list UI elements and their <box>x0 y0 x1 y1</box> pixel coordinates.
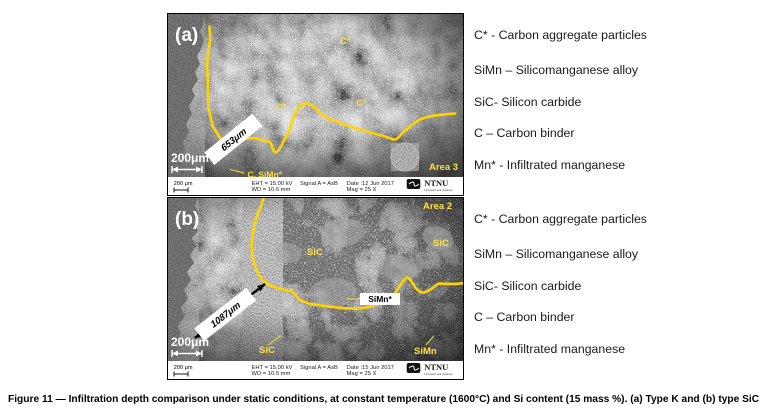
svg-text:WD = 10.5 mm: WD = 10.5 mm <box>252 371 291 377</box>
svg-text:(a): (a) <box>175 25 198 46</box>
svg-text:WD = 10.6 mm: WD = 10.6 mm <box>252 187 291 193</box>
svg-text:Mag = 25 X: Mag = 25 X <box>347 187 377 193</box>
svg-text:200μm: 200μm <box>171 151 209 165</box>
svg-text:(b): (b) <box>175 209 199 230</box>
svg-text:Mag = 25 X: Mag = 25 X <box>347 371 377 377</box>
svg-text:Innovation and Creativity: Innovation and Creativity <box>424 188 453 192</box>
svg-text:NTNU: NTNU <box>424 178 448 188</box>
svg-text:200 μm: 200 μm <box>174 181 193 187</box>
svg-text:Area 3: Area 3 <box>429 162 458 173</box>
svg-text:C*: C* <box>356 98 367 109</box>
svg-text:200μm: 200μm <box>171 335 209 349</box>
svg-text:Signal A = AsB: Signal A = AsB <box>300 181 338 187</box>
svg-text:C*: C* <box>340 36 351 47</box>
svg-text:Area 2: Area 2 <box>423 201 452 212</box>
svg-text:Innovation and Creativity: Innovation and Creativity <box>424 372 453 376</box>
svg-text:SiC: SiC <box>433 238 449 249</box>
svg-text:SiMn*: SiMn* <box>368 294 392 304</box>
svg-text:Signal A = AsB: Signal A = AsB <box>300 365 338 371</box>
svg-text:SiC: SiC <box>307 247 323 258</box>
svg-text:NTNU: NTNU <box>424 362 448 372</box>
svg-text:C*: C* <box>276 102 287 113</box>
svg-text:SiMn: SiMn <box>414 346 437 357</box>
svg-text:SiC: SiC <box>259 345 275 356</box>
svg-text:200 μm: 200 μm <box>174 365 193 371</box>
